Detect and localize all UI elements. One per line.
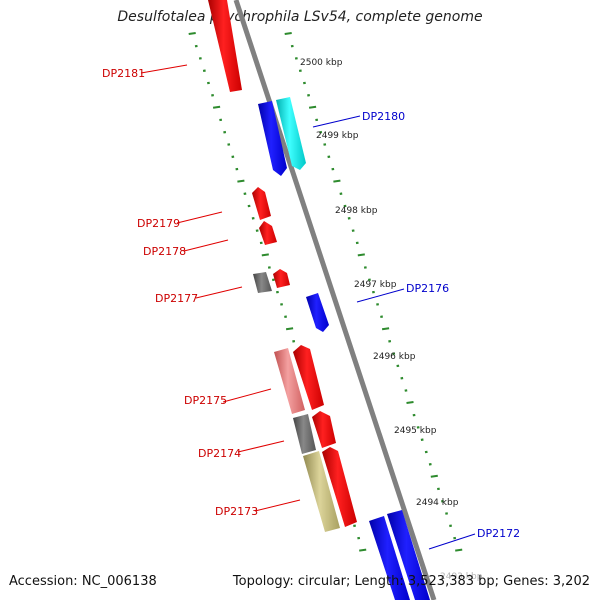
right-track-tick [284, 32, 292, 35]
right-track-tick [308, 105, 317, 109]
gene-dp2180-cyan-feature[interactable] [276, 97, 306, 170]
right-track-tick [430, 474, 438, 478]
scale-label-2497: 2497 kbp [354, 280, 397, 290]
gene-dp2177-grey-feature[interactable] [253, 272, 272, 293]
scale-label-2495: 2495 kbp [394, 426, 437, 436]
scale-label-2499: 2499 kbp [316, 131, 359, 141]
left-track-tick [212, 105, 221, 109]
gene-label-dp2180[interactable]: DP2180 [362, 110, 405, 123]
gene-dp2172-b-feature[interactable] [387, 510, 430, 600]
genome-backbone [233, 0, 437, 600]
right-track-tick [455, 548, 463, 552]
gene-label-dp2177[interactable]: DP2177 [155, 292, 198, 305]
scale-label-2500: 2500 kbp [300, 58, 343, 68]
gene-dp2175-feature[interactable] [293, 345, 324, 410]
gene-dp2178-feature[interactable] [259, 221, 277, 245]
right-track-tick [333, 179, 341, 183]
right-tick-track [284, 32, 463, 552]
gene-dp2176-feature[interactable] [306, 293, 329, 332]
gene-dp2173-feature[interactable] [322, 447, 357, 527]
scale-label-2496: 2496 kbp [373, 352, 416, 362]
gene-dp2177-feature[interactable] [273, 269, 290, 288]
gene-label-dp2181[interactable]: DP2181 [102, 67, 145, 80]
left-track-tick [261, 253, 269, 257]
leader-dp2175 [222, 388, 272, 403]
gene-label-dp2172[interactable]: DP2172 [477, 527, 520, 540]
gene-dp2179-feature[interactable] [252, 187, 271, 220]
gene-dp2180-feature[interactable] [258, 101, 287, 176]
genome-summary-label: Topology: circular; Length: 3,523,383 bp… [232, 574, 590, 589]
leader-dp2180 [312, 115, 361, 128]
leader-dp2181 [140, 64, 188, 74]
leader-dp2173 [254, 499, 301, 512]
left-track-tick [285, 327, 294, 331]
gene-label-dp2173[interactable]: DP2173 [215, 505, 258, 518]
gene-dp2175-pink-feature[interactable] [274, 348, 305, 414]
scale-label-2493: 2493 kbp [440, 572, 483, 582]
gene-label-dp2176[interactable]: DP2176 [406, 282, 449, 295]
scale-label-2498: 2498 kbp [335, 206, 378, 216]
map-title: Desulfotalea psychrophila LSv54, complet… [117, 9, 483, 25]
right-track-tick [357, 253, 365, 257]
gene-label-dp2174[interactable]: DP2174 [198, 447, 241, 460]
gene-dp2172-feature[interactable] [369, 516, 410, 600]
gene-label-dp2178[interactable]: DP2178 [143, 245, 186, 258]
gene-dp2174-feature[interactable] [312, 411, 336, 448]
gene-dp2181-feature[interactable] [208, 0, 242, 92]
gene-dp2173-olive-feature[interactable] [303, 451, 340, 532]
scale-label-2494: 2494 kbp [416, 498, 459, 508]
leader-dp2177 [195, 286, 243, 299]
leader-dp2174 [237, 440, 285, 453]
left-track-tick [359, 548, 367, 552]
accession-label: Accession: NC_006138 [9, 574, 157, 589]
gene-label-dp2179[interactable]: DP2179 [137, 217, 180, 230]
leader-dp2176 [356, 288, 405, 303]
leader-dp2172 [428, 533, 476, 550]
leader-dp2179 [176, 211, 223, 224]
gene-label-dp2175[interactable]: DP2175 [184, 394, 227, 407]
leader-dp2178 [183, 239, 229, 252]
gene-dp2174-grey-feature[interactable] [293, 414, 316, 454]
right-track-tick [381, 327, 390, 331]
left-track-tick [188, 32, 196, 35]
right-track-tick [406, 401, 414, 404]
left-track-tick [237, 179, 245, 183]
